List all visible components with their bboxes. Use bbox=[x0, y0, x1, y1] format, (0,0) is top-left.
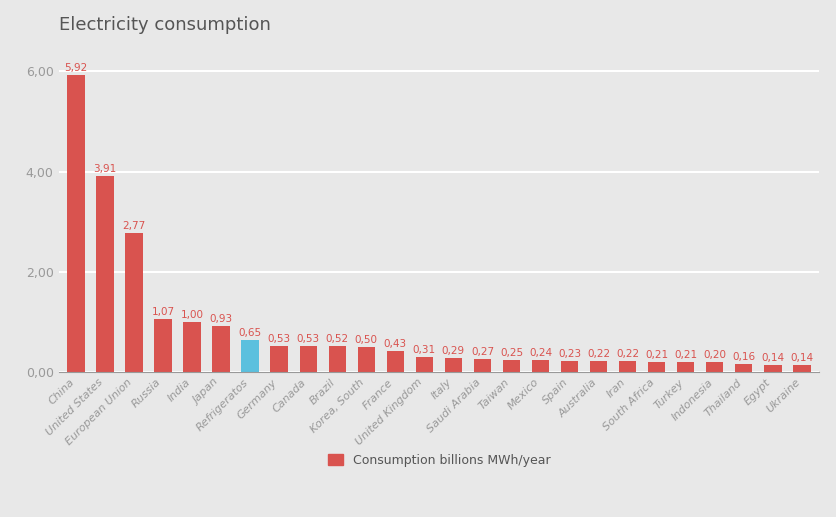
Text: 0,20: 0,20 bbox=[703, 350, 726, 360]
Text: 0,52: 0,52 bbox=[326, 334, 349, 344]
Bar bbox=[271, 346, 288, 372]
Bar bbox=[125, 233, 143, 372]
Bar bbox=[386, 351, 404, 372]
Bar bbox=[706, 362, 723, 372]
Text: 5,92: 5,92 bbox=[64, 64, 88, 73]
Bar bbox=[648, 362, 665, 372]
Bar bbox=[561, 361, 579, 372]
Bar bbox=[793, 365, 811, 372]
Bar bbox=[619, 361, 636, 372]
Text: 0,25: 0,25 bbox=[500, 348, 523, 358]
Bar bbox=[358, 347, 375, 372]
Text: 3,91: 3,91 bbox=[94, 164, 116, 174]
Text: 0,24: 0,24 bbox=[529, 348, 552, 358]
Text: 0,65: 0,65 bbox=[238, 328, 262, 338]
Bar bbox=[415, 357, 433, 372]
Text: 0,29: 0,29 bbox=[442, 346, 465, 356]
Text: 0,93: 0,93 bbox=[210, 314, 232, 324]
Text: 0,22: 0,22 bbox=[587, 349, 610, 359]
Text: Electricity consumption: Electricity consumption bbox=[59, 16, 270, 34]
Bar bbox=[502, 360, 520, 372]
Bar bbox=[155, 318, 171, 372]
Bar bbox=[212, 326, 230, 372]
Text: 0,31: 0,31 bbox=[413, 345, 436, 355]
Text: 0,21: 0,21 bbox=[645, 349, 668, 360]
Text: 0,50: 0,50 bbox=[354, 335, 378, 345]
Bar bbox=[299, 346, 317, 372]
Bar bbox=[677, 362, 695, 372]
Bar bbox=[242, 340, 259, 372]
Text: 0,27: 0,27 bbox=[471, 347, 494, 357]
Text: 0,23: 0,23 bbox=[558, 348, 581, 359]
Text: 0,14: 0,14 bbox=[790, 353, 813, 363]
Bar bbox=[735, 364, 752, 372]
Text: 0,21: 0,21 bbox=[674, 349, 697, 360]
Text: 0,43: 0,43 bbox=[384, 339, 407, 348]
Bar bbox=[329, 346, 346, 372]
Text: 1,07: 1,07 bbox=[151, 307, 175, 316]
Bar bbox=[96, 176, 114, 372]
Text: 0,53: 0,53 bbox=[268, 333, 291, 344]
Bar bbox=[532, 360, 549, 372]
Text: 0,16: 0,16 bbox=[732, 352, 756, 362]
Bar bbox=[474, 359, 492, 372]
Text: 0,14: 0,14 bbox=[762, 353, 784, 363]
Bar bbox=[183, 322, 201, 372]
Bar bbox=[67, 75, 84, 372]
Legend: Consumption billions MWh/year: Consumption billions MWh/year bbox=[323, 449, 555, 472]
Text: 1,00: 1,00 bbox=[181, 310, 204, 320]
Text: 0,22: 0,22 bbox=[616, 349, 640, 359]
Text: 2,77: 2,77 bbox=[122, 221, 145, 232]
Bar bbox=[764, 365, 782, 372]
Bar bbox=[445, 358, 462, 372]
Text: 0,53: 0,53 bbox=[297, 333, 320, 344]
Bar bbox=[590, 361, 607, 372]
